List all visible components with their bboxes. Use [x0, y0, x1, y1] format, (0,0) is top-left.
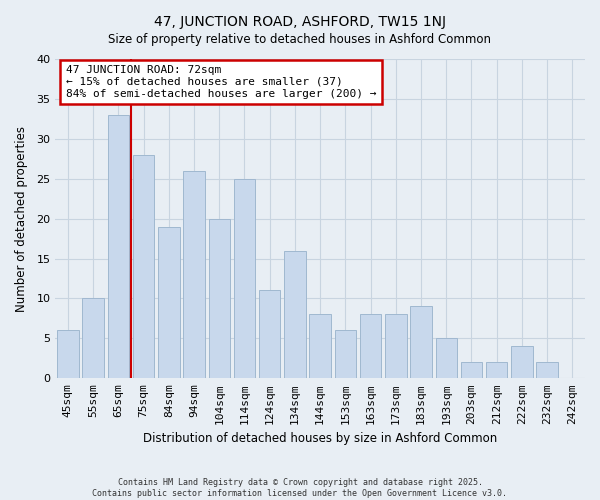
Bar [184, 171, 205, 378]
Bar [234, 178, 255, 378]
Bar [335, 330, 356, 378]
Bar [360, 314, 382, 378]
Text: Contains HM Land Registry data © Crown copyright and database right 2025.
Contai: Contains HM Land Registry data © Crown c… [92, 478, 508, 498]
Bar [158, 226, 179, 378]
Bar [486, 362, 508, 378]
Bar [284, 250, 305, 378]
Bar [259, 290, 280, 378]
Bar [511, 346, 533, 378]
Bar [133, 155, 154, 378]
X-axis label: Distribution of detached houses by size in Ashford Common: Distribution of detached houses by size … [143, 432, 497, 445]
Bar [209, 218, 230, 378]
Bar [410, 306, 432, 378]
Bar [461, 362, 482, 378]
Bar [310, 314, 331, 378]
Bar [82, 298, 104, 378]
Bar [107, 115, 129, 378]
Bar [536, 362, 558, 378]
Text: 47, JUNCTION ROAD, ASHFORD, TW15 1NJ: 47, JUNCTION ROAD, ASHFORD, TW15 1NJ [154, 15, 446, 29]
Bar [57, 330, 79, 378]
Text: 47 JUNCTION ROAD: 72sqm
← 15% of detached houses are smaller (37)
84% of semi-de: 47 JUNCTION ROAD: 72sqm ← 15% of detache… [66, 66, 376, 98]
Y-axis label: Number of detached properties: Number of detached properties [15, 126, 28, 312]
Bar [385, 314, 407, 378]
Text: Size of property relative to detached houses in Ashford Common: Size of property relative to detached ho… [109, 32, 491, 46]
Bar [436, 338, 457, 378]
